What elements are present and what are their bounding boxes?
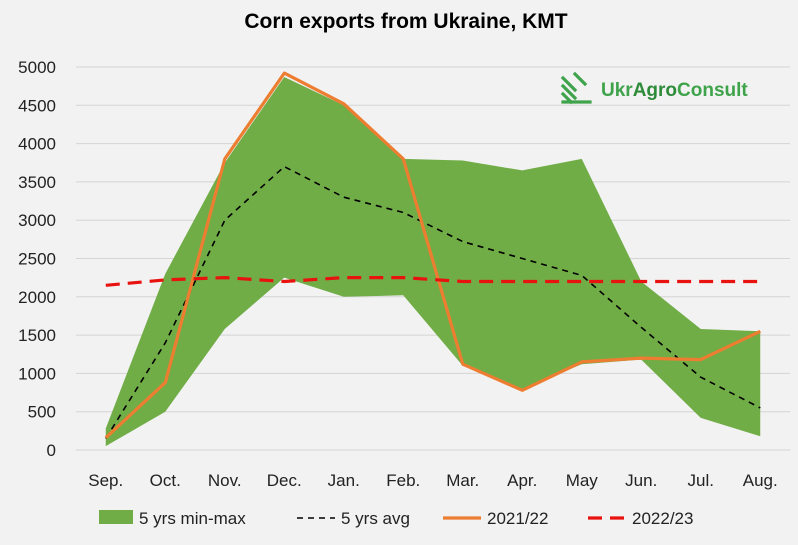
series-lines <box>104 71 761 439</box>
x-tick-label: Jan. <box>328 471 360 490</box>
y-tick-label: 3000 <box>18 211 56 230</box>
x-tick-label: Mar. <box>446 471 479 490</box>
legend-label-series: 5 yrs avg <box>341 509 410 528</box>
y-tick-label: 0 <box>47 441 56 460</box>
x-tick-label: May <box>566 471 599 490</box>
y-tick-label: 4500 <box>18 96 56 115</box>
legend: 5 yrs min-max 5 yrs avg 2021/22 2022/23 <box>99 509 693 528</box>
x-tick-label: Feb. <box>386 471 420 490</box>
x-tick-label: Jun. <box>625 471 657 490</box>
legend-label-band: 5 yrs min-max <box>139 509 246 528</box>
x-tick-label: Jul. <box>688 471 714 490</box>
chart-title: Corn exports from Ukraine, KMT <box>244 10 567 33</box>
x-tick-label: Sep. <box>88 471 123 490</box>
legend-label-series: 2021/22 <box>487 509 548 528</box>
y-tick-label: 4000 <box>18 135 56 154</box>
ukragroconsult-logo: UkrAgroConsult <box>560 71 748 105</box>
x-tick-label: Nov. <box>208 471 242 490</box>
y-tick-label: 1500 <box>18 326 56 345</box>
x-tick-label: Aug. <box>743 471 778 490</box>
legend-swatch-band <box>99 510 133 524</box>
x-tick-label: Apr. <box>507 471 537 490</box>
y-tick-label: 2000 <box>18 288 56 307</box>
series-line-5-yrs-avg <box>105 165 761 439</box>
y-tick-label: 1000 <box>18 364 56 383</box>
y-tick-label: 2500 <box>18 250 56 269</box>
series-line-2021-22 <box>104 71 761 439</box>
logo-wordmark: UkrAgroConsult <box>601 80 748 101</box>
y-tick-label: 500 <box>28 403 56 422</box>
x-tick-label: Dec. <box>267 471 302 490</box>
legend-label-series: 2022/23 <box>632 509 693 528</box>
y-axis-ticks: 0 500 1000 1500 2000 2500 3000 3500 4000 4500 5000 <box>18 58 56 460</box>
x-tick-label: Oct. <box>150 471 181 490</box>
logo-icon <box>560 71 592 105</box>
y-tick-label: 5000 <box>18 58 56 77</box>
x-axis-ticks: Sep. Oct. Nov. Dec. Jan. Feb. Mar. Apr. May Jun. J… <box>88 471 777 490</box>
y-tick-label: 3500 <box>18 173 56 192</box>
